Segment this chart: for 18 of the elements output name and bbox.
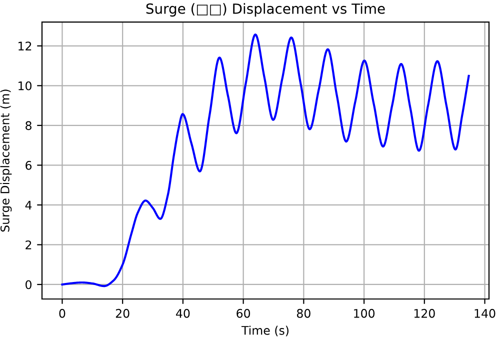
x-tick-label: 120 <box>414 308 435 318</box>
y-tick-label: 12 <box>18 42 32 50</box>
x-tick-label: 60 <box>236 308 250 318</box>
y-tick-label: 2 <box>26 240 32 250</box>
y-tick-label: 6 <box>26 160 32 170</box>
x-tick-label: 40 <box>176 308 190 318</box>
y-tick-label: 8 <box>26 121 32 130</box>
y-tick-label: 4 <box>25 200 32 210</box>
x-tick-label: 0 <box>59 308 66 318</box>
y-tick-label: 0 <box>26 280 32 290</box>
y-tick-label: 10 <box>18 81 32 90</box>
x-tick-label: 100 <box>354 308 375 318</box>
x-axis-title: Time (s) <box>241 326 288 336</box>
chart-title: Surge (□□) Displacement vs Time <box>146 3 385 17</box>
x-tick-label: 20 <box>116 308 130 318</box>
y-axis-title: Surge Displacement (m) <box>0 90 12 232</box>
x-tick-label: 140 <box>474 308 496 318</box>
x-tick-label: 80 <box>296 308 310 318</box>
